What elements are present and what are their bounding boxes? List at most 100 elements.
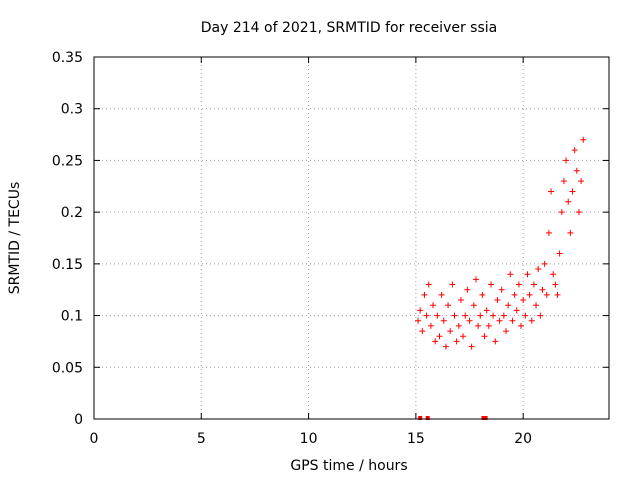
data-point: [541, 260, 548, 267]
data-point: [556, 250, 563, 257]
data-point: [539, 286, 546, 293]
x-tick-label: 10: [300, 431, 318, 447]
x-tick-label: 0: [90, 431, 99, 447]
data-point: [492, 338, 499, 345]
axis-ticks: [93, 56, 609, 420]
plot-frame: [93, 56, 610, 420]
data-point: [513, 307, 520, 314]
data-point: [548, 188, 555, 195]
x-tick-label: 15: [407, 431, 425, 447]
data-point: [567, 229, 574, 236]
data-point: [447, 328, 454, 335]
data-points: [415, 136, 587, 420]
data-point: [569, 188, 576, 195]
data-point: [515, 281, 522, 288]
data-point: [438, 291, 445, 298]
data-point: [500, 312, 507, 319]
data-point: [505, 302, 512, 309]
x-tick-label: 5: [197, 431, 206, 447]
grid: [94, 57, 609, 419]
data-point: [528, 317, 535, 324]
zero-value-marker: [425, 416, 430, 420]
x-tick-label: 20: [514, 431, 532, 447]
data-point: [526, 291, 533, 298]
data-point: [571, 147, 578, 154]
data-point: [496, 317, 503, 324]
data-point: [477, 312, 484, 319]
data-point: [417, 307, 424, 314]
zero-value-marker: [481, 416, 486, 420]
data-point: [511, 291, 518, 298]
data-point: [453, 338, 460, 345]
y-tick-label: 0: [74, 412, 83, 428]
data-point: [535, 266, 542, 273]
data-point: [554, 291, 561, 298]
data-point: [479, 291, 486, 298]
data-point: [578, 178, 585, 185]
data-point: [533, 302, 540, 309]
data-point: [472, 276, 479, 283]
data-point: [460, 333, 467, 340]
data-point: [483, 307, 490, 314]
data-point: [449, 281, 456, 288]
data-point: [427, 322, 434, 329]
y-tick-label: 0.05: [52, 360, 83, 376]
data-point: [498, 286, 505, 293]
y-tick-label: 0.2: [61, 205, 83, 221]
data-point: [494, 297, 501, 304]
data-point: [518, 322, 525, 329]
data-point: [558, 209, 565, 216]
data-point: [560, 178, 567, 185]
data-point: [545, 229, 552, 236]
data-point: [522, 312, 529, 319]
data-point: [423, 312, 430, 319]
data-point: [550, 271, 557, 278]
data-point: [470, 302, 477, 309]
data-point: [451, 312, 458, 319]
data-point: [455, 322, 462, 329]
data-point: [436, 333, 443, 340]
chart-title: Day 214 of 2021, SRMTID for receiver ssi…: [201, 20, 497, 36]
data-point: [543, 291, 550, 298]
data-point: [580, 136, 587, 143]
data-point: [419, 328, 426, 335]
data-point: [457, 297, 464, 304]
data-point: [507, 271, 514, 278]
data-point: [475, 322, 482, 329]
data-point: [573, 167, 580, 174]
y-axis-label: SRMTID / TECUs: [7, 182, 23, 295]
data-point: [485, 322, 492, 329]
data-point: [537, 312, 544, 319]
data-point: [425, 281, 432, 288]
data-point: [434, 312, 441, 319]
data-point: [530, 281, 537, 288]
data-point: [490, 312, 497, 319]
data-point: [432, 338, 439, 345]
y-tick-label: 0.3: [61, 102, 83, 118]
data-point: [503, 328, 509, 335]
data-point: [509, 317, 516, 324]
x-axis-label: GPS time / hours: [290, 458, 407, 474]
tick-labels: 0 0.05 0.1 0.15 0.2 0.25 0.3 0.35 0 5 10 15 20: [52, 50, 532, 447]
data-point: [524, 271, 531, 278]
data-point: [487, 281, 494, 288]
data-point: [575, 209, 582, 216]
data-point: [442, 343, 449, 350]
data-point: [563, 157, 570, 164]
data-point: [462, 312, 469, 319]
y-tick-label: 0.1: [61, 309, 83, 325]
data-point: [468, 343, 475, 350]
data-point: [464, 286, 471, 293]
data-point: [481, 333, 488, 340]
data-point: [565, 198, 572, 205]
y-tick-label: 0.25: [52, 153, 83, 169]
data-point: [415, 317, 422, 324]
data-point: [445, 302, 452, 309]
data-point: [430, 302, 437, 309]
data-point: [440, 317, 447, 324]
data-point: [552, 281, 559, 288]
data-point: [421, 291, 428, 298]
y-tick-label: 0.35: [52, 50, 83, 66]
y-tick-label: 0.15: [52, 257, 83, 273]
